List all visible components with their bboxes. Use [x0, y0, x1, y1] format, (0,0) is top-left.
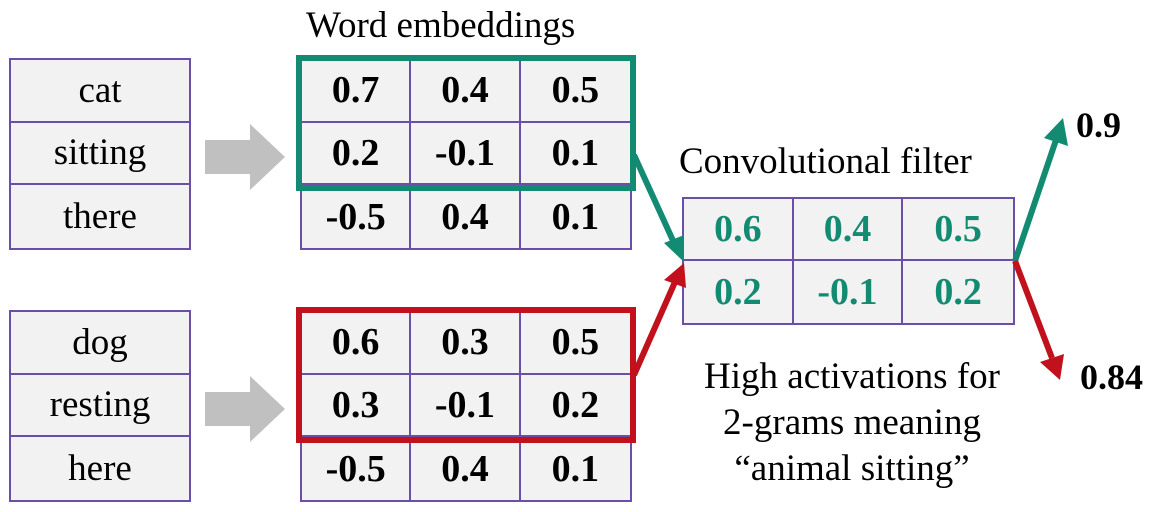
embedding-cell: 0.3 — [411, 312, 521, 375]
output-value-green: 0.9 — [1076, 105, 1121, 145]
green-output-arrow-icon — [1012, 139, 1059, 262]
red-arrow-icon — [631, 280, 678, 377]
embedding-cell: 0.1 — [551, 195, 600, 238]
word-cell: cat — [11, 60, 189, 123]
embedding-cell: 0.4 — [411, 185, 521, 248]
sentence2-embeddings-table: 0.6 0.3 0.5 0.3 -0.1 0.2 -0.5 0.4 0.1 — [300, 310, 632, 502]
embedding-cell: 0.7 — [302, 60, 412, 123]
embedding-cell: 0.1 — [520, 123, 630, 186]
word-cell: dog — [11, 312, 189, 375]
sentence2-words-table: dog resting here — [9, 310, 191, 502]
caption-line: High activations for — [704, 356, 1000, 397]
embedding-cell: -0.5 — [302, 437, 412, 500]
filter-cell: 0.4 — [793, 199, 904, 261]
word-cell: resting — [11, 375, 189, 438]
embedding-cell: 0.2 — [302, 122, 412, 186]
red-output-arrowhead-icon — [1040, 354, 1064, 380]
embedding-cell: 0.4 — [411, 60, 521, 123]
embedding-cell: 0.3 — [302, 374, 412, 438]
red-output-arrow-icon — [1012, 259, 1055, 360]
caption-line: “animal sitting” — [734, 448, 970, 489]
gray-arrow-icon — [205, 376, 285, 442]
filter-cell: 0.2 — [934, 271, 982, 313]
embedding-cell: -0.1 — [411, 122, 521, 186]
filter-cell: 0.5 — [903, 199, 1013, 261]
embedding-cell: 0.1 — [551, 447, 600, 490]
embedding-cell: 0.6 — [302, 312, 412, 375]
embedding-cell: -0.1 — [411, 374, 521, 438]
convolutional-filter-table: 0.6 0.4 0.5 0.2 -0.1 0.2 — [682, 197, 1015, 325]
filter-cell: 0.2 — [684, 261, 794, 323]
green-output-arrowhead-icon — [1044, 118, 1068, 146]
word-cell: there — [63, 196, 137, 238]
sentence1-words-table: cat sitting there — [9, 58, 191, 250]
caption-line: 2-grams meaning — [723, 402, 981, 443]
embedding-cell: -0.5 — [302, 185, 412, 248]
embedding-cell: 0.4 — [411, 437, 521, 500]
activation-caption: High activations for 2-grams meaning “an… — [672, 354, 1032, 492]
word-cell: sitting — [11, 123, 189, 186]
green-arrow-icon — [631, 153, 678, 247]
filter-cell: 0.6 — [684, 199, 794, 261]
filter-title: Convolutional filter — [679, 141, 972, 182]
embedding-cell: 0.2 — [520, 375, 630, 438]
sentence1-embeddings-table: 0.7 0.4 0.5 0.2 -0.1 0.1 -0.5 0.4 0.1 — [300, 58, 632, 250]
filter-cell: -0.1 — [794, 261, 904, 323]
embedding-cell: 0.5 — [520, 312, 630, 375]
word-cell: here — [68, 448, 132, 490]
embeddings-title: Word embeddings — [306, 5, 576, 46]
output-value-red: 0.84 — [1080, 357, 1143, 397]
embedding-cell: 0.5 — [520, 60, 630, 123]
red-arrowhead-icon — [664, 263, 686, 288]
green-arrowhead-icon — [664, 235, 684, 262]
gray-arrow-icon — [205, 124, 285, 190]
